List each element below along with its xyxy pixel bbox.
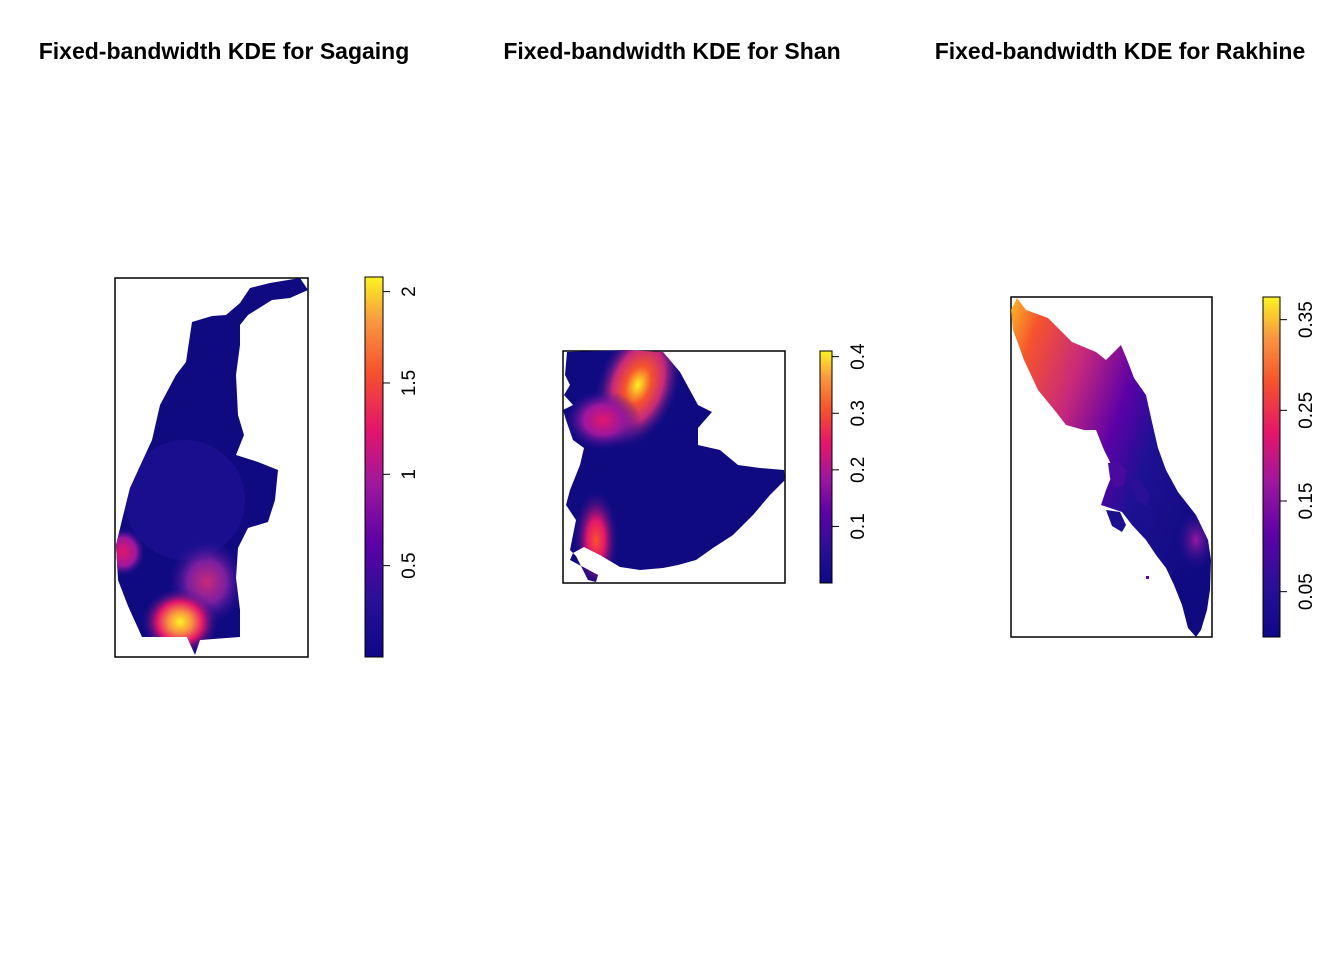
map-figure: 0.5 1 1.5 2 <box>114 276 420 658</box>
map-frame <box>562 350 786 584</box>
map-title: Fixed-bandwidth KDE for Rakhine <box>934 38 1306 64</box>
legend-ticks: 0.5 1 1.5 2 <box>383 286 420 579</box>
map-title: Fixed-bandwidth KDE for Shan <box>503 38 841 64</box>
map-panel-sagaing: Fixed-bandwidth KDE for Sagaing <box>0 0 448 960</box>
legend-colorbar <box>1262 296 1281 638</box>
legend-tick-label: 1.5 <box>399 370 420 396</box>
legend-tick-label: 0.1 <box>848 513 869 539</box>
legend-tick-label: 0.05 <box>1296 573 1317 610</box>
legend-tick-label: 0.4 <box>848 343 869 370</box>
map-figure: 0.05 0.15 0.25 0.35 <box>1010 296 1317 638</box>
map-panel-rakhine: Fixed-bandwidth KDE for Rakhine <box>896 0 1344 960</box>
density-surface <box>116 278 308 655</box>
legend-tick-label: 0.3 <box>848 400 869 426</box>
legend-tick-label: 0.35 <box>1296 301 1317 338</box>
legend-tick-label: 0.15 <box>1296 483 1317 520</box>
legend-colorbar <box>364 276 384 658</box>
legend-colorbar <box>819 350 833 584</box>
legend-tick-label: 2 <box>399 286 420 297</box>
legend-tick-label: 1 <box>399 469 420 480</box>
map-frame <box>114 277 309 658</box>
legend-ticks: 0.05 0.15 0.25 0.35 <box>1280 301 1317 610</box>
map-frame <box>1010 296 1213 638</box>
legend-tick-label: 0.5 <box>399 552 420 578</box>
legend-tick-label: 0.2 <box>848 457 869 483</box>
legend-ticks: 0.1 0.2 0.3 0.4 <box>832 343 869 540</box>
density-islands <box>1106 462 1150 579</box>
legend-tick-label: 0.25 <box>1296 392 1317 429</box>
map-figure: 0.1 0.2 0.3 0.4 <box>562 343 869 584</box>
map-title: Fixed-bandwidth KDE for Sagaing <box>38 38 410 64</box>
map-panel-shan: Fixed-bandwidth KDE for Shan <box>448 0 896 960</box>
density-surface <box>563 350 785 582</box>
